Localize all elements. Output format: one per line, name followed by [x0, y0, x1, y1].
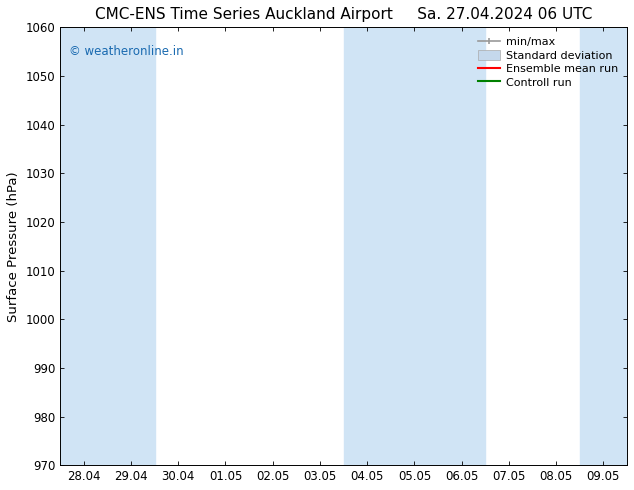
Bar: [60, 27, 155, 465]
Y-axis label: Surface Pressure (hPa): Surface Pressure (hPa): [7, 171, 20, 321]
Bar: [580, 27, 627, 465]
Bar: [438, 27, 485, 465]
Bar: [344, 27, 438, 465]
Title: CMC-ENS Time Series Auckland Airport     Sa. 27.04.2024 06 UTC: CMC-ENS Time Series Auckland Airport Sa.…: [95, 7, 592, 22]
Legend: min/max, Standard deviation, Ensemble mean run, Controll run: min/max, Standard deviation, Ensemble me…: [475, 33, 621, 91]
Text: © weatheronline.in: © weatheronline.in: [68, 45, 183, 58]
